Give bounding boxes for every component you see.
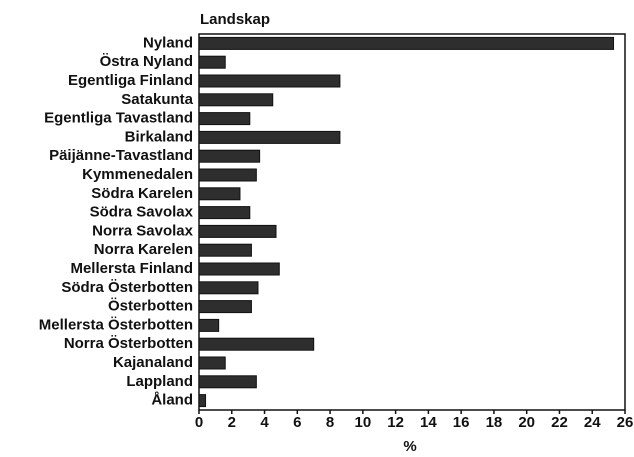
x-tick-label: 24 [584, 414, 601, 431]
bar [198, 318, 220, 332]
bar [198, 206, 251, 220]
y-tick-label: Södra Österbotten [61, 279, 193, 296]
y-tick-label: Östra Nyland [100, 53, 193, 70]
x-tick-label: 0 [195, 414, 203, 431]
bar [198, 149, 261, 163]
bar [198, 74, 341, 88]
x-tick-label: 12 [387, 414, 404, 431]
x-tick-label: 18 [486, 414, 503, 431]
y-tick-label: Birkaland [125, 128, 193, 145]
bar [198, 337, 315, 351]
y-tick-label: Södra Savolax [90, 204, 194, 221]
x-tick-label: 6 [293, 414, 301, 431]
y-tick-label: Nyland [143, 34, 193, 51]
bar [198, 93, 274, 107]
x-tick-label: 4 [260, 414, 269, 431]
bar [198, 281, 259, 295]
y-tick-label: Norra Österbotten [64, 335, 193, 352]
x-tick-label: 2 [228, 414, 236, 431]
x-tick-label: 22 [551, 414, 568, 431]
y-tick-label: Egentliga Tavastland [44, 110, 193, 127]
x-tick-label: 20 [518, 414, 535, 431]
y-tick-label: Mellersta Österbotten [39, 316, 193, 333]
y-tick-label: Norra Karelen [94, 241, 193, 258]
y-tick-label: Lappland [126, 373, 193, 390]
bar [198, 130, 341, 144]
bar [198, 300, 252, 314]
bar [198, 55, 226, 69]
y-tick-label: Kymmenedalen [82, 166, 193, 183]
bar [198, 112, 251, 126]
x-tick-label: 10 [355, 414, 372, 431]
y-tick-label: Satakunta [121, 91, 193, 108]
bar [198, 168, 257, 182]
y-tick-label: Kajanaland [113, 354, 193, 371]
bar [198, 356, 226, 370]
plot-frame [198, 33, 626, 411]
bar [198, 375, 257, 389]
x-tick-label: 16 [453, 414, 470, 431]
bar [198, 243, 252, 257]
y-tick-label: Österbotten [108, 298, 193, 315]
y-tick-label: Södra Karelen [91, 185, 193, 202]
bar [198, 262, 280, 276]
bar [198, 36, 615, 50]
x-tick-label: 26 [617, 414, 634, 431]
chart-title: Landskap [200, 11, 270, 28]
x-axis-label: % [403, 438, 416, 455]
y-tick-label: Norra Savolax [92, 222, 194, 239]
y-tick-label: Päijänne-Tavastland [49, 147, 193, 164]
y-tick-label: Mellersta Finland [70, 260, 193, 277]
bar [198, 224, 277, 238]
bar [198, 187, 241, 201]
y-tick-label: Åland [151, 392, 193, 409]
bar [198, 394, 207, 408]
x-tick-label: 8 [326, 414, 334, 431]
x-tick-label: 14 [420, 414, 437, 431]
y-tick-label: Egentliga Finland [68, 72, 193, 89]
